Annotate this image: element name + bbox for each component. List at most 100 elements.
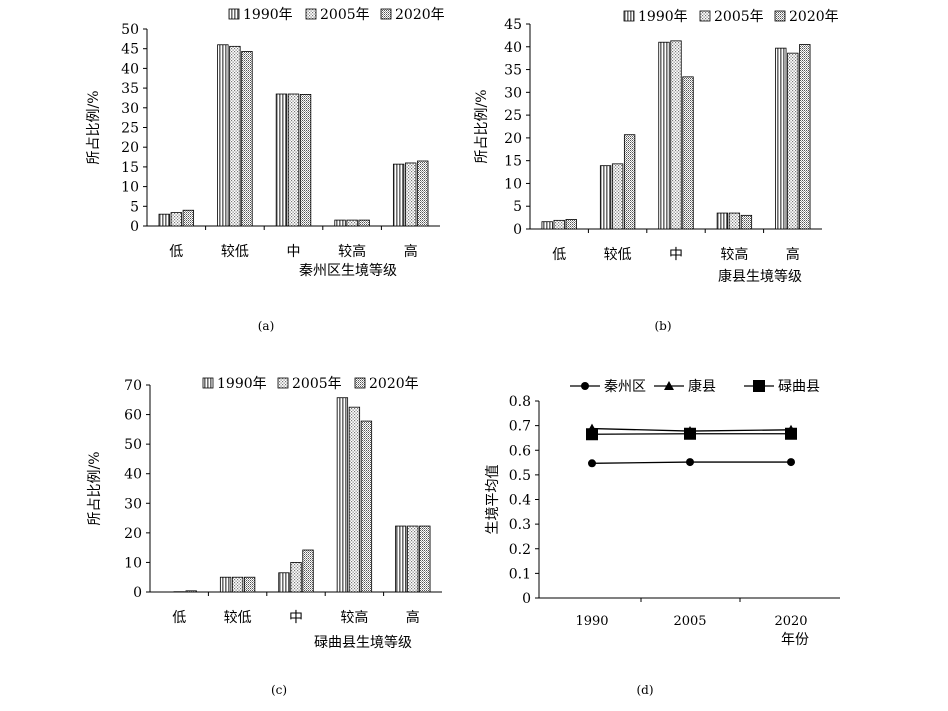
legend-label: 2005年 (292, 376, 342, 392)
x-tick-label: 较低 (604, 247, 632, 263)
y-tick-label: 20 (121, 140, 139, 156)
legend-label: 2020年 (789, 9, 839, 25)
y-tick-label: 70 (124, 378, 142, 394)
x-tick-label: 高 (404, 243, 418, 260)
x-tick-label: 较高 (338, 243, 366, 260)
bar (217, 44, 229, 227)
y-tick-label: 40 (124, 467, 142, 483)
y-tick-label: 0 (522, 591, 531, 607)
x-tick-label: 1990 (575, 614, 608, 629)
x-tick-label: 高 (406, 609, 420, 626)
bar (275, 93, 288, 227)
x-tick-label: 较低 (224, 610, 252, 626)
y-tick-label: 0 (133, 585, 142, 601)
legend-label: 1990年 (638, 9, 688, 25)
y-tick-label: 20 (504, 131, 522, 147)
x-axis-title: 康县生境等级 (718, 268, 802, 285)
y-tick-label: 0.1 (509, 566, 531, 582)
y-tick-label: 35 (504, 63, 522, 79)
bar (182, 209, 195, 227)
x-tick-label: 低 (172, 610, 186, 626)
bar (775, 47, 787, 230)
y-tick-label: 40 (121, 61, 139, 77)
x-axis-title: 碌曲县生境等级 (314, 634, 412, 651)
legend-swatch (228, 8, 240, 20)
bar (358, 219, 370, 227)
y-tick-label: 5 (130, 199, 139, 215)
bar (392, 163, 405, 227)
bar (336, 397, 349, 593)
legend-swatch (305, 8, 317, 20)
bar (623, 134, 636, 230)
x-tick-label: 低 (169, 244, 183, 260)
legend-label: 1990年 (243, 7, 293, 23)
x-tick-label: 2005 (673, 614, 706, 629)
legend-swatch (774, 10, 786, 22)
x-tick-label: 中 (669, 247, 683, 263)
bar (565, 219, 577, 230)
y-tick-label: 20 (124, 526, 142, 542)
y-axis-title: 所占比例/% (474, 89, 490, 163)
bar (405, 162, 417, 227)
data-point (588, 459, 596, 468)
x-tick-label: 较低 (221, 244, 249, 260)
bar (243, 576, 256, 593)
panel-label: (d) (636, 683, 653, 697)
panel-label: (a) (258, 319, 275, 333)
y-tick-label: 10 (121, 180, 139, 196)
bar (670, 40, 682, 230)
y-tick-label: 0.2 (509, 542, 531, 558)
legend-swatch (202, 377, 214, 389)
y-tick-label: 0.6 (509, 443, 531, 459)
data-point (785, 427, 797, 440)
data-point (787, 458, 795, 467)
y-tick-label: 10 (504, 176, 522, 192)
bar (158, 213, 170, 227)
bar (417, 160, 429, 227)
legend-swatch (699, 10, 711, 22)
y-tick-label: 0 (513, 222, 522, 238)
legend-label: 2005年 (320, 7, 370, 23)
chart-panel-1: 0 5 10 15 20 25 30 35 40 45 50 所占比例/% 秦州区生境等级 (a) 低 较低 中… (86, 7, 445, 333)
x-tick-label: 2020 (774, 614, 807, 629)
legend-label: 碌曲县 (778, 379, 820, 395)
legend-swatch (380, 8, 392, 20)
y-tick-label: 15 (504, 154, 522, 170)
bar (170, 212, 182, 227)
y-tick-label: 0.8 (509, 394, 531, 410)
bar (682, 76, 694, 230)
legend-swatch (623, 10, 635, 22)
y-tick-label: 15 (121, 160, 139, 176)
x-axis-title: 年份 (781, 632, 809, 648)
bar (278, 572, 290, 593)
y-tick-label: 0 (130, 219, 139, 235)
bar (219, 576, 232, 593)
x-tick-label: 中 (287, 244, 301, 260)
legend-label: 康县 (688, 378, 716, 395)
y-tick-label: 30 (504, 85, 522, 101)
bar (787, 52, 799, 230)
legend-swatch (354, 377, 366, 389)
y-tick-label: 25 (121, 121, 139, 137)
chart-panel-2: 0 5 10 15 20 25 30 35 40 45 所占比例/% 康县生境等级 (b) 低 较低 中 较高 高… (474, 9, 839, 333)
x-tick-label: 低 (552, 247, 566, 263)
legend-label: 1990年 (217, 376, 267, 392)
bar (348, 406, 361, 593)
y-tick-label: 25 (504, 108, 522, 124)
bar (799, 44, 811, 230)
y-tick-label: 45 (121, 42, 139, 58)
bar (407, 525, 419, 593)
legend-marker (753, 380, 765, 392)
bar (419, 525, 431, 593)
bar (287, 93, 300, 227)
bar (346, 219, 358, 227)
x-axis-title: 秦州区生境等级 (299, 262, 397, 279)
bar (290, 562, 302, 593)
data-point (686, 458, 694, 467)
y-tick-label: 35 (121, 81, 139, 97)
bar (553, 219, 565, 230)
y-axis-title: 生境平均值 (485, 465, 501, 535)
bar (599, 165, 612, 230)
y-tick-label: 0.4 (509, 493, 531, 509)
